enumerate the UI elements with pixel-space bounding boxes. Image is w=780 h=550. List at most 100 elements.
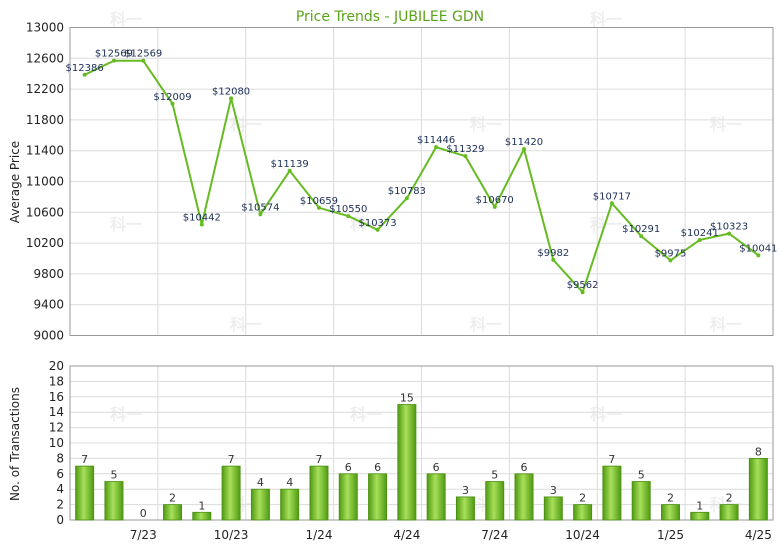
transaction-data-label: 7 bbox=[608, 453, 615, 466]
transaction-bar bbox=[280, 488, 300, 521]
transaction-bar bbox=[250, 488, 270, 521]
transaction-data-label: 2 bbox=[169, 492, 176, 505]
transactions-y-axis-label: No. of Transactions bbox=[8, 387, 22, 501]
transaction-bars bbox=[75, 404, 768, 521]
price-point bbox=[316, 205, 321, 210]
price-point bbox=[727, 231, 732, 236]
price-grid bbox=[69, 27, 774, 336]
price-data-label: $10323 bbox=[710, 222, 748, 233]
transaction-bar bbox=[163, 504, 183, 521]
transactions-y-tick-label: 16 bbox=[49, 390, 64, 404]
transaction-bar bbox=[690, 511, 710, 521]
price-y-tick-label: 11400 bbox=[26, 144, 64, 158]
price-point bbox=[609, 201, 614, 206]
transaction-data-label: 5 bbox=[110, 469, 117, 482]
transaction-data-label: 2 bbox=[667, 492, 674, 505]
price-data-label: $10291 bbox=[622, 224, 660, 235]
price-y-tick-label: 10600 bbox=[26, 205, 64, 219]
transactions-y-tick-label: 4 bbox=[56, 482, 64, 496]
price-data-label: $10241 bbox=[681, 228, 719, 239]
price-data-label: $10783 bbox=[388, 186, 426, 197]
transaction-bar bbox=[192, 511, 212, 521]
transactions-plot-frame bbox=[69, 365, 774, 521]
price-data-label: $10670 bbox=[476, 195, 514, 206]
transaction-data-label: 2 bbox=[579, 492, 586, 505]
price-data-label: $9982 bbox=[537, 248, 569, 259]
price-point bbox=[375, 227, 380, 232]
transaction-data-label: 3 bbox=[550, 484, 557, 497]
price-point bbox=[404, 196, 409, 201]
transaction-data-label: 1 bbox=[696, 499, 703, 512]
price-y-tick-label: 12600 bbox=[26, 51, 64, 65]
transaction-data-label: 7 bbox=[228, 453, 235, 466]
price-point bbox=[492, 204, 497, 209]
transaction-data-label: 6 bbox=[433, 461, 440, 474]
price-point bbox=[111, 58, 116, 63]
price-y-tick-label: 11800 bbox=[26, 113, 64, 127]
x-tick-label: 4/24 bbox=[393, 528, 420, 542]
price-point bbox=[551, 257, 556, 262]
price-line bbox=[84, 59, 759, 295]
transactions-y-tick-label: 8 bbox=[56, 451, 64, 465]
transaction-data-label: 4 bbox=[286, 476, 293, 489]
transactions-y-tick-label: 14 bbox=[49, 405, 64, 419]
transaction-bar bbox=[543, 496, 563, 521]
svg-text:科一: 科一 bbox=[470, 115, 502, 134]
svg-text:科一: 科一 bbox=[590, 215, 622, 234]
price-point bbox=[580, 290, 585, 295]
price-data-label: $11446 bbox=[417, 135, 455, 146]
price-data-label: $9562 bbox=[567, 280, 599, 291]
price-point bbox=[170, 101, 175, 106]
svg-text:科一: 科一 bbox=[110, 405, 142, 424]
transaction-data-label: 7 bbox=[315, 453, 322, 466]
price-plot-frame bbox=[69, 27, 774, 336]
transaction-bar bbox=[397, 404, 417, 521]
price-point bbox=[463, 154, 468, 159]
price-data-label: $12080 bbox=[212, 86, 250, 97]
transaction-data-label: 6 bbox=[345, 461, 352, 474]
price-point bbox=[141, 58, 146, 63]
price-data-label: $10550 bbox=[329, 204, 367, 215]
price-point bbox=[668, 258, 673, 263]
transaction-bar bbox=[514, 473, 534, 521]
transactions-grid bbox=[69, 365, 774, 521]
price-data-label: $10442 bbox=[183, 212, 221, 223]
transaction-bar bbox=[719, 504, 739, 521]
price-point bbox=[258, 212, 263, 217]
svg-text:科一: 科一 bbox=[110, 215, 142, 234]
transaction-data-label: 5 bbox=[491, 469, 498, 482]
price-data-label: $10659 bbox=[300, 196, 338, 207]
price-point bbox=[522, 147, 527, 152]
x-tick-label: 7/24 bbox=[481, 528, 508, 542]
price-data-label: $11329 bbox=[446, 144, 484, 155]
transaction-bar bbox=[602, 465, 622, 521]
price-point bbox=[199, 222, 204, 227]
price-data-label: $11139 bbox=[271, 159, 309, 170]
price-point bbox=[697, 237, 702, 242]
transaction-bar bbox=[426, 473, 446, 521]
price-points bbox=[82, 58, 761, 295]
price-point bbox=[434, 145, 439, 150]
x-tick-label: 10/23 bbox=[214, 528, 249, 542]
price-data-label: $10717 bbox=[593, 191, 631, 202]
price-data-label: $12569 bbox=[124, 49, 162, 60]
price-y-tick-label: 9800 bbox=[33, 267, 64, 281]
transaction-bar bbox=[104, 481, 124, 521]
price-point bbox=[346, 214, 351, 219]
price-data-label: $10373 bbox=[358, 218, 396, 229]
price-point bbox=[229, 96, 234, 101]
svg-text:科一: 科一 bbox=[470, 315, 502, 334]
transaction-data-label: 4 bbox=[257, 476, 264, 489]
transactions-y-tick-label: 20 bbox=[49, 359, 64, 373]
watermark: 科一 科一 科一 科一 科一 科一 科一 科一 科一 科一 科一 科一 科一 科… bbox=[110, 10, 742, 514]
price-data-label: $12569 bbox=[95, 49, 133, 60]
transaction-data-label: 1 bbox=[198, 499, 205, 512]
transaction-bar bbox=[338, 473, 358, 521]
transaction-data-label: 15 bbox=[400, 392, 414, 405]
price-point bbox=[287, 168, 292, 173]
price-data-labels: $12386 $12569$12569 $12009 $10442 $12080 $105… bbox=[66, 49, 778, 292]
price-point bbox=[756, 253, 761, 258]
price-y-tick-label: 9400 bbox=[33, 298, 64, 312]
transactions-y-tick-label: 0 bbox=[56, 513, 64, 527]
